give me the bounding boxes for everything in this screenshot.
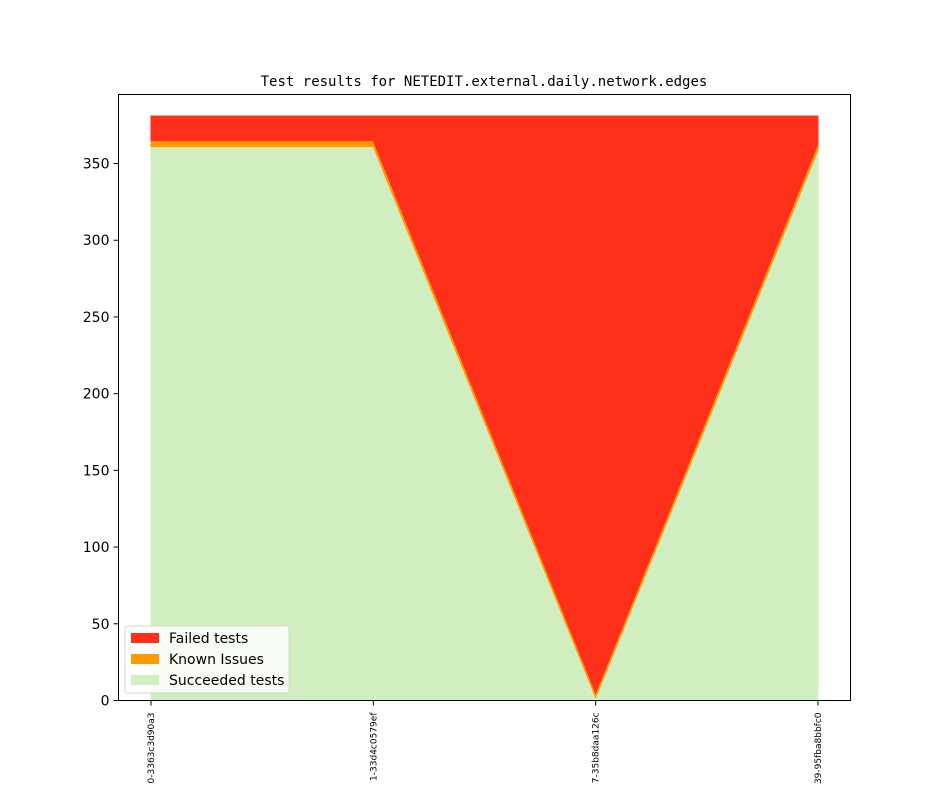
y-tick-label: 300 (83, 233, 110, 249)
legend: Failed tests Known Issues Succeeded tests (124, 625, 290, 694)
legend-label: Known Issues (169, 652, 264, 668)
y-axis: 0 50 100 150 200 250 300 350 (83, 157, 119, 710)
y-tick-label: 50 (92, 617, 110, 633)
x-tick-label: 39-95fba8bbfc0 (814, 712, 824, 784)
legend-label: Succeeded tests (169, 673, 284, 689)
chart-title: Test results for NETEDIT.external.daily.… (261, 74, 708, 90)
legend-label: Failed tests (169, 631, 248, 647)
area-layers (150, 115, 819, 701)
legend-swatch (131, 633, 159, 643)
y-tick-label: 250 (83, 310, 110, 326)
y-tick-label: 100 (83, 540, 110, 556)
x-tick-label: 7-35b8daa126c (592, 712, 602, 783)
x-tick-label: 1-33d4c0579ef (369, 712, 379, 781)
area-failed-tests (150, 115, 819, 695)
x-tick-label: 0-3363c3d90a3 (147, 713, 157, 784)
y-tick-label: 350 (83, 157, 110, 173)
x-axis: 0-3363c3d90a3 1-33d4c0579ef 7-35b8daa126c 3… (147, 700, 824, 784)
legend-swatch (131, 675, 159, 685)
y-tick-label: 150 (83, 463, 110, 479)
plot-frame (118, 94, 851, 701)
y-tick-label: 0 (101, 694, 110, 710)
y-tick-label: 200 (83, 387, 110, 403)
legend-box (124, 625, 290, 694)
legend-swatch (131, 654, 159, 664)
